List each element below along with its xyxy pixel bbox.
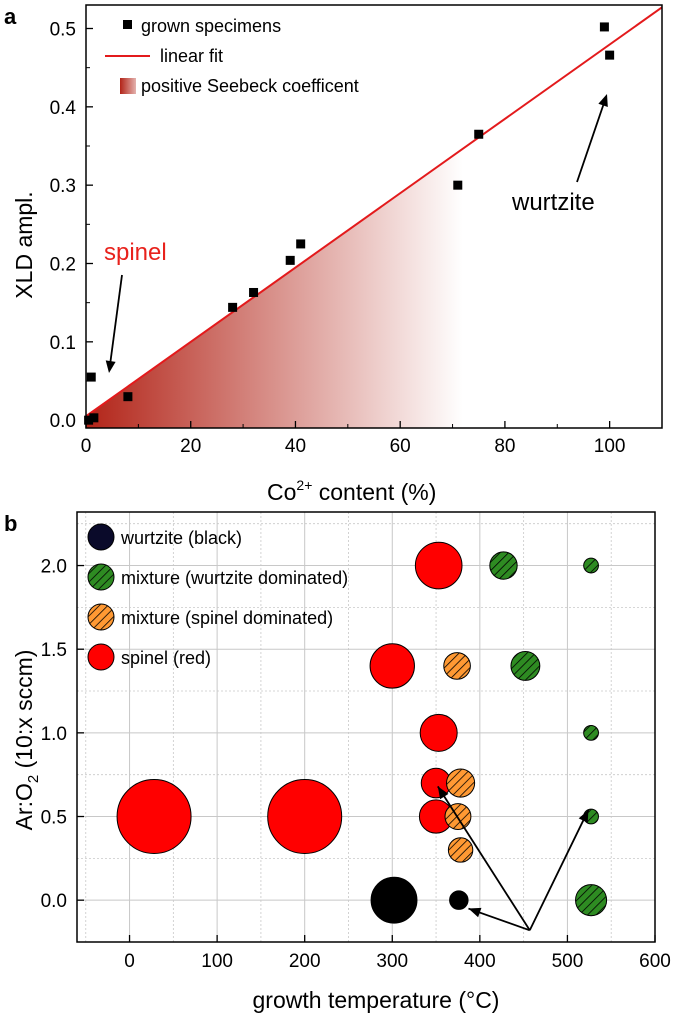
data-point	[453, 180, 463, 190]
grid-b	[77, 512, 656, 943]
phase-point-spinel	[267, 779, 343, 855]
legend-label-linear-fit: linear fit	[160, 46, 223, 66]
phase-point-hatch	[583, 725, 599, 741]
legend-b: wurtzite (black) mixture (wurtzite domin…	[87, 523, 348, 671]
phase-point-spinel	[116, 779, 192, 855]
phase-point-hatch	[446, 768, 475, 798]
y-tick-label-a: 0.5	[50, 20, 76, 41]
y-axis-label-b: Ar:O2 (10:x sccm)	[11, 650, 42, 831]
x-tick-label-a: 40	[285, 436, 306, 457]
phase-point-wurtzite	[370, 876, 418, 924]
ticks-b: 0 100 200 300 400 500 600 0.0 0.5 1.0 1.5 2.0	[41, 557, 671, 972]
axes-b	[76, 511, 656, 943]
axes-a	[85, 4, 663, 429]
phase-point-spinel	[414, 541, 463, 590]
arrowhead-wurtzite	[598, 94, 608, 107]
arrowhead-b	[468, 907, 482, 918]
y-tick-label-a: 0.0	[50, 411, 76, 432]
arrow-wurtzite	[576, 102, 605, 183]
chart-b: b 0 100 200 300 400 500 600 0.0 0.5 1.0 1.5 2.0 wur…	[4, 511, 671, 1013]
legend-marker-spinel	[87, 643, 115, 671]
arrow-spinel	[109, 274, 123, 366]
positive-seebeck-region	[86, 148, 464, 428]
arrowhead-b	[578, 809, 589, 823]
data-point	[474, 129, 484, 139]
data-point	[249, 287, 259, 297]
data-point	[605, 50, 615, 60]
phase-point-spinel	[369, 643, 415, 689]
panel-a-label: a	[4, 4, 17, 29]
arrows-b	[437, 785, 590, 932]
y-tick-label-a: 0.4	[50, 98, 77, 119]
plot-frame-b	[76, 511, 656, 943]
arrow-b	[437, 785, 531, 931]
y-tick-label-a: 0.1	[50, 333, 76, 354]
legend-label-grown-specimens: grown specimens	[141, 16, 281, 36]
x-axis-label-b: growth temperature (°C)	[253, 987, 500, 1013]
data-point	[599, 22, 609, 32]
data-point	[296, 239, 306, 249]
panel-b-label: b	[4, 511, 17, 536]
arrowhead-b	[437, 786, 449, 800]
x-tick-label-b: 500	[552, 951, 584, 972]
x-tick-label-b: 600	[639, 951, 671, 972]
data-point	[86, 372, 96, 382]
y-tick-label-b: 2.0	[41, 557, 67, 578]
phase-point-hatch	[583, 558, 599, 573]
legend-label-mixture-wurtzite: mixture (wurtzite dominated)	[121, 568, 348, 588]
x-tick-label-a: 60	[390, 436, 411, 457]
x-tick-label-b: 100	[201, 951, 233, 972]
y-tick-label-a: 0.2	[50, 255, 76, 276]
phase-point-spinel	[419, 713, 458, 752]
legend-label-wurtzite: wurtzite (black)	[120, 528, 242, 548]
legend-label-mixture-spinel: mixture (spinel dominated)	[121, 608, 333, 628]
legend-label-spinel: spinel (red)	[121, 648, 211, 668]
legend-marker-grown-specimens	[123, 20, 132, 29]
legend-marker-seebeck	[120, 78, 136, 94]
x-tick-label-a: 100	[594, 436, 626, 457]
linear-fit-line	[85, 6, 663, 418]
phase-point-hatch	[443, 652, 471, 680]
data-point	[89, 413, 99, 423]
phase-point-hatch	[489, 551, 518, 580]
legend-hatch-mixture-wurtzite	[88, 564, 114, 590]
y-tick-label-b: 1.0	[41, 724, 67, 745]
y-tick-label-b: 0.0	[41, 891, 67, 912]
plot-frame-a	[85, 4, 663, 429]
arrow-b	[528, 809, 590, 931]
legend-a: grown specimens linear fit positive Seeb…	[105, 16, 359, 96]
data-point	[228, 302, 238, 312]
annotation-wurtzite: wurtzite	[511, 189, 595, 216]
x-tick-label-a: 20	[180, 436, 201, 457]
annotation-spinel: spinel	[104, 239, 167, 266]
legend-label-seebeck: positive Seebeck coefficent	[141, 76, 359, 96]
x-tick-label-b: 300	[376, 951, 408, 972]
phase-point-wurtzite	[449, 890, 469, 910]
ticks-a: 0 20 40 60 80 100 0.0 0.1 0.2 0.3 0.4 0.5	[50, 20, 626, 458]
x-tick-label-a: 80	[494, 436, 515, 457]
x-tick-label-b: 0	[124, 951, 135, 972]
arrowhead-spinel	[105, 360, 116, 373]
x-tick-label-b: 400	[464, 951, 496, 972]
phase-point-hatch	[575, 884, 607, 916]
data-point	[123, 392, 133, 402]
phase-point-hatch	[448, 837, 473, 863]
data-point	[285, 255, 295, 265]
legend-marker-wurtzite	[87, 523, 115, 551]
phase-points	[116, 541, 608, 924]
y-tick-label-b: 1.5	[41, 640, 67, 661]
y-axis-label-a: XLD ampl.	[11, 191, 37, 298]
phase-point-hatch	[510, 651, 540, 681]
x-tick-label-b: 200	[289, 951, 321, 972]
chart-a: a 0 20 40 60 80 100 0.0 0.1 0.2 0.3 0.4 0.5 grown s…	[4, 4, 663, 505]
x-tick-label-a: 0	[81, 436, 92, 457]
legend-hatch-mixture-spinel	[88, 604, 114, 630]
y-tick-label-b: 0.5	[41, 808, 67, 829]
y-tick-label-a: 0.3	[50, 176, 76, 197]
x-axis-label-a: Co2+ content (%)	[267, 477, 436, 505]
